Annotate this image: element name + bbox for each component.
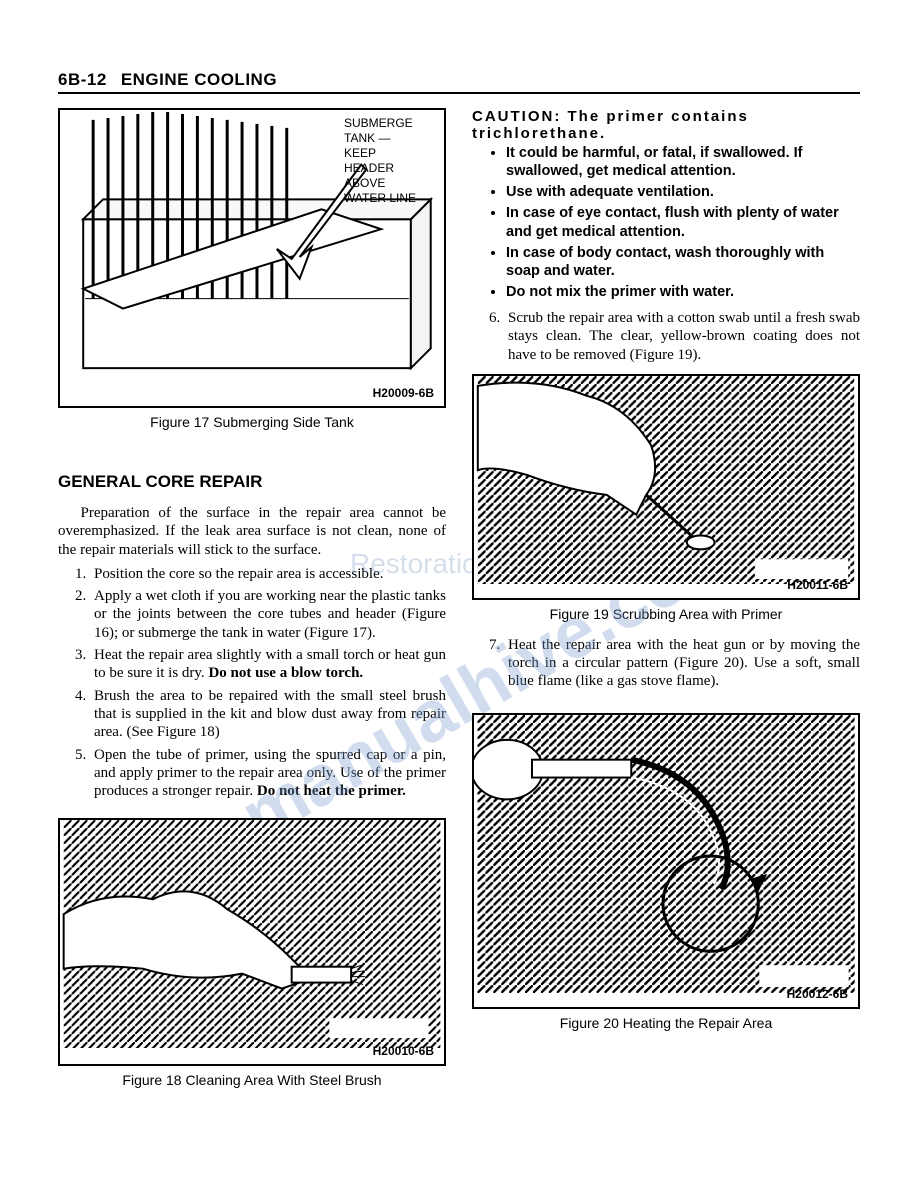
step-6: Scrub the repair area with a cotton swab… [504,309,860,364]
figure-20-illustration [474,715,858,993]
figure-20-code: H20012-6B [787,985,854,1005]
step-7: Heat the repair area with the heat gun o… [504,636,860,691]
figure-20-caption: Figure 20 Heating the Repair Area [472,1015,860,1031]
steps-list-right-1: Scrub the repair area with a cotton swab… [472,309,860,364]
caution-item-4: In case of body contact, wash thoroughly… [506,244,860,280]
figure-18-box: H20010-6B [58,818,446,1066]
step-5: Open the tube of primer, using the spurr… [90,746,446,801]
caution-item-2: Use with adequate ventilation. [506,183,860,201]
figure-19-code: H20011-6B [787,576,854,596]
figure-17-box: SUBMERGE TANK — KEEP HEADER ABOVE WATER … [58,108,446,408]
figure-19-caption: Figure 19 Scrubbing Area with Primer [472,606,860,622]
figure-18-code: H20010-6B [373,1042,440,1062]
step-4: Brush the area to be repaired with the s… [90,687,446,742]
steps-list-left: Position the core so the repair area is … [58,565,446,801]
caution-item-5: Do not mix the primer with water. [506,283,860,301]
left-column: SUBMERGE TANK — KEEP HEADER ABOVE WATER … [58,108,446,1088]
step-2: Apply a wet cloth if you are working nea… [90,587,446,642]
page: manualhive.com Restoration 6B-12 ENGINE … [0,0,918,1188]
figure-19-illustration [474,376,858,584]
caution-item-3: In case of eye contact, flush with plent… [506,204,860,240]
step-1: Position the core so the repair area is … [90,565,446,583]
right-column: CAUTION: The primer contains trichloreth… [472,108,860,1088]
page-header-rule: 6B-12 ENGINE COOLING [58,70,860,94]
page-number: 6B-12 [58,70,107,89]
figure-18-illustration [60,820,444,1048]
caution-list: It could be harmful, or fatal, if swallo… [472,144,860,301]
step-3: Heat the repair area slightly with a sma… [90,646,446,683]
figure-17-caption: Figure 17 Submerging Side Tank [58,414,446,430]
caution-heading: CAUTION: The primer contains trichloreth… [472,108,860,142]
figure-18-caption: Figure 18 Cleaning Area With Steel Brush [58,1072,446,1088]
intro-paragraph: Preparation of the surface in the repair… [58,504,446,559]
figure-17-label: SUBMERGE TANK — KEEP HEADER ABOVE WATER … [344,116,436,206]
figure-17-code: H20009-6B [373,384,440,404]
figure-19-box: H20011-6B [472,374,860,600]
section-title-general-core-repair: GENERAL CORE REPAIR [58,472,446,492]
steps-list-right-2: Heat the repair area with the heat gun o… [472,636,860,691]
content-columns: SUBMERGE TANK — KEEP HEADER ABOVE WATER … [58,108,860,1088]
figure-20-box: H20012-6B [472,713,860,1009]
intro-text: Preparation of the surface in the repair… [58,504,446,559]
page-title: ENGINE COOLING [121,70,277,89]
caution-item-1: It could be harmful, or fatal, if swallo… [506,144,860,180]
